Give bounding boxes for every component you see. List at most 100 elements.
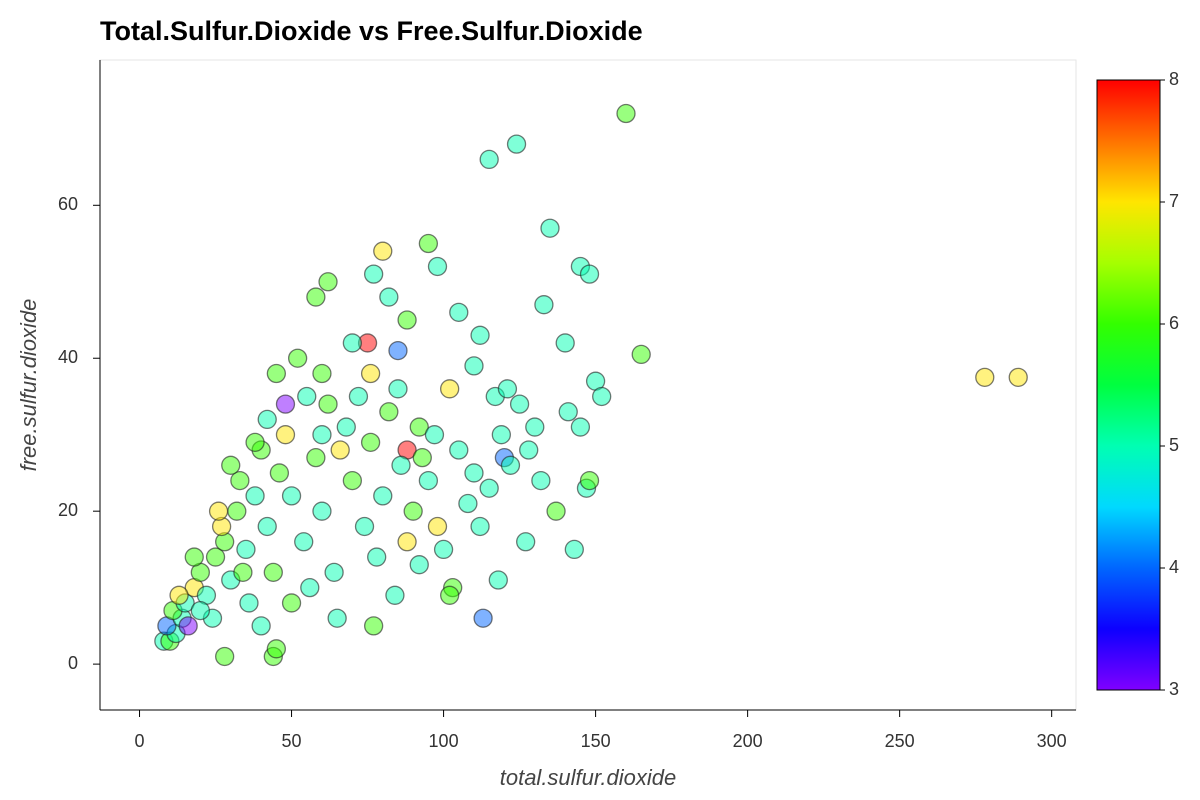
- point: [409, 417, 429, 437]
- point: [327, 608, 347, 628]
- point: [360, 432, 381, 453]
- point: [975, 367, 995, 388]
- point: [479, 149, 499, 170]
- point: [266, 639, 286, 659]
- point: [348, 386, 369, 407]
- point: [464, 463, 484, 483]
- point: [464, 356, 484, 376]
- point: [169, 585, 189, 605]
- point: [579, 470, 600, 491]
- point: [418, 233, 439, 254]
- colorbar-tick-label: 3: [1169, 679, 1179, 699]
- point: [388, 379, 408, 399]
- point: [363, 264, 384, 284]
- point: [491, 425, 511, 445]
- point: [269, 463, 290, 483]
- points: [154, 103, 1028, 667]
- point: [488, 570, 508, 590]
- colorbar-tick-label: 6: [1169, 313, 1179, 333]
- point: [500, 455, 521, 475]
- point: [534, 295, 554, 315]
- point: [418, 470, 439, 491]
- point: [281, 593, 302, 613]
- point: [397, 310, 417, 330]
- point: [294, 532, 314, 552]
- colorbar-tick-label: 7: [1169, 191, 1179, 211]
- point: [263, 562, 283, 583]
- point: [306, 287, 326, 307]
- point: [245, 486, 265, 506]
- point: [312, 501, 332, 521]
- point: [281, 486, 302, 506]
- point: [506, 134, 527, 154]
- point: [579, 264, 600, 284]
- point: [178, 616, 198, 636]
- point: [424, 425, 445, 445]
- point: [427, 516, 448, 537]
- point: [558, 402, 578, 422]
- point: [525, 417, 545, 437]
- point: [409, 555, 429, 575]
- colorbar-tick-label: 5: [1169, 435, 1179, 455]
- point: [373, 241, 393, 261]
- x-tick-label: 50: [282, 731, 302, 751]
- point: [318, 394, 338, 414]
- point: [336, 417, 356, 437]
- point: [379, 402, 399, 422]
- y-tick-label: 60: [58, 194, 78, 214]
- point: [564, 539, 584, 560]
- point: [373, 486, 393, 506]
- x-tick-label: 0: [135, 731, 145, 751]
- point: [440, 585, 460, 605]
- point: [297, 386, 317, 407]
- point: [1008, 367, 1028, 388]
- x-tick-label: 250: [885, 731, 915, 751]
- point: [245, 432, 265, 453]
- point: [342, 333, 363, 353]
- y-tick-label: 0: [68, 653, 78, 673]
- x-axis-label: total.sulfur.dioxide: [500, 765, 677, 790]
- point: [205, 547, 226, 567]
- y-tick-label: 20: [58, 500, 78, 520]
- point: [412, 447, 432, 468]
- point: [275, 425, 296, 445]
- point: [473, 608, 493, 628]
- point: [479, 478, 499, 498]
- point: [221, 455, 241, 475]
- point: [546, 501, 566, 521]
- point: [230, 470, 250, 491]
- x-tick-label: 300: [1037, 731, 1067, 751]
- point: [385, 585, 405, 605]
- point: [360, 363, 381, 384]
- point: [236, 539, 256, 560]
- point: [233, 562, 253, 583]
- point: [379, 287, 399, 307]
- point: [403, 501, 423, 521]
- x-tick-label: 100: [429, 731, 459, 751]
- point: [388, 340, 408, 361]
- colorbar-tick-label: 4: [1169, 557, 1179, 577]
- point: [306, 447, 326, 468]
- colorbar-tick-label: 8: [1169, 69, 1179, 89]
- point: [312, 425, 332, 445]
- point: [570, 417, 591, 437]
- point: [227, 501, 247, 521]
- point: [509, 394, 530, 414]
- point: [516, 532, 536, 552]
- point: [363, 616, 384, 636]
- point: [318, 272, 338, 292]
- point: [215, 646, 235, 667]
- point: [449, 440, 469, 460]
- point: [257, 409, 277, 430]
- x-tick-label: 150: [581, 731, 611, 751]
- point: [427, 256, 448, 277]
- point: [555, 333, 575, 353]
- point: [190, 600, 210, 621]
- point: [540, 218, 560, 238]
- point: [458, 493, 478, 514]
- point: [330, 440, 350, 460]
- y-axis-label: free.sulfur.dioxide: [16, 299, 41, 472]
- point: [519, 440, 539, 460]
- point: [324, 562, 344, 583]
